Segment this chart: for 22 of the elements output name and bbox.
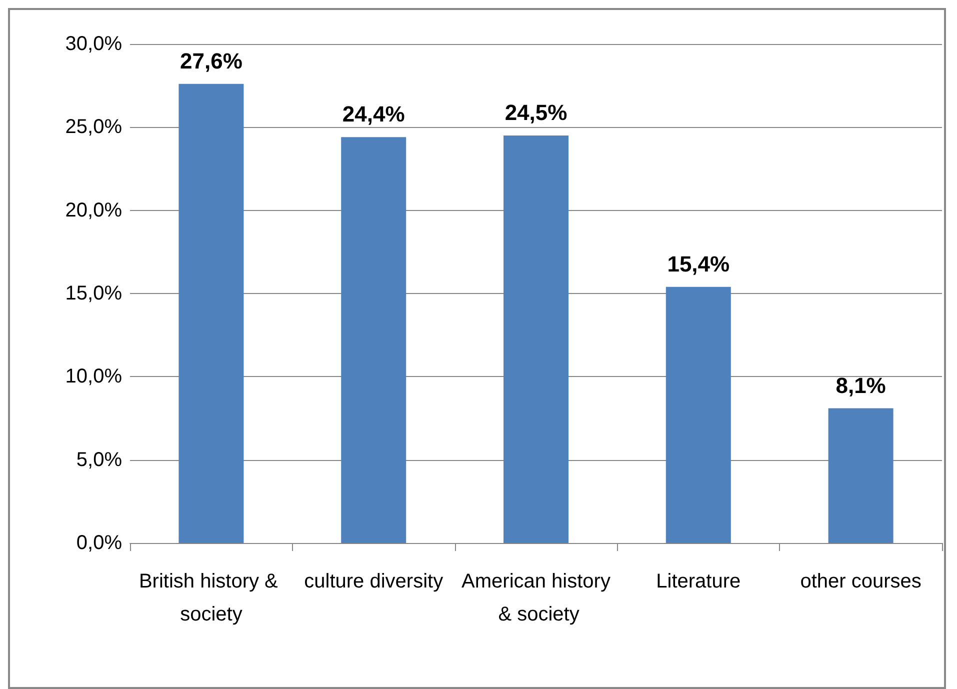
- y-tick-label: 10,0%: [65, 366, 122, 388]
- data-label: 27,6%: [180, 48, 242, 74]
- data-label: 24,4%: [342, 102, 405, 127]
- bar: [828, 408, 894, 543]
- y-tick-label: 0,0%: [76, 532, 122, 554]
- x-tick-label: other courses: [800, 570, 922, 592]
- y-tick-label: 25,0%: [65, 116, 122, 138]
- bar: [504, 135, 568, 543]
- y-tick-label: 30,0%: [65, 33, 122, 55]
- bar: [341, 137, 406, 543]
- y-tick-label: 5,0%: [76, 448, 122, 471]
- data-label: 24,5%: [504, 100, 568, 125]
- y-tick-label: 15,0%: [65, 282, 122, 304]
- x-tick-label: Literature: [656, 570, 741, 592]
- data-label: 15,4%: [667, 251, 730, 276]
- data-label: 8,1%: [836, 372, 886, 398]
- y-tick-label: 20,0%: [65, 199, 122, 222]
- bar: [666, 286, 731, 543]
- x-tick-label: British history & society: [138, 570, 284, 626]
- x-tick-label: American history & society: [462, 570, 610, 626]
- x-tick-label: culture diversity: [304, 570, 444, 592]
- bar: [178, 84, 244, 543]
